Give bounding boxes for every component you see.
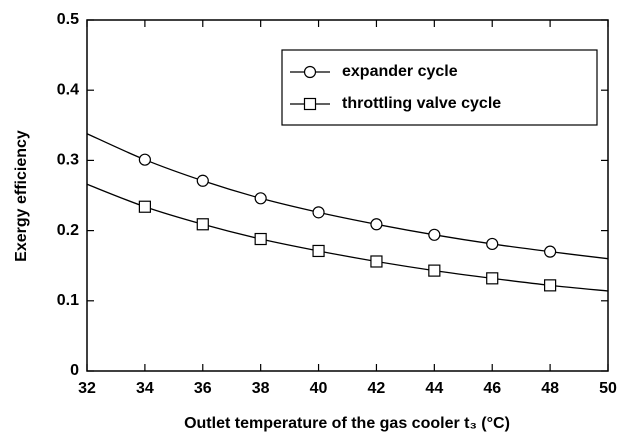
legend-box bbox=[281, 49, 598, 126]
y-tick-label: 0 bbox=[70, 362, 79, 379]
marker bbox=[544, 245, 557, 258]
marker bbox=[196, 218, 209, 231]
marker bbox=[138, 200, 151, 213]
marker bbox=[254, 192, 267, 205]
x-axis-label: Outlet temperature of the gas cooler t₃ … bbox=[184, 415, 510, 432]
marker bbox=[254, 232, 267, 246]
marker bbox=[312, 244, 325, 258]
y-tick-label: 0.4 bbox=[57, 81, 79, 98]
legend-label: expander cycle bbox=[342, 63, 458, 80]
x-tick-label: 32 bbox=[78, 380, 96, 397]
marker bbox=[428, 228, 441, 241]
series-line bbox=[86, 183, 609, 292]
legend-marker bbox=[303, 65, 317, 79]
marker bbox=[196, 174, 209, 187]
x-tick-label: 36 bbox=[194, 380, 212, 397]
series-line bbox=[86, 133, 609, 260]
legend-marker bbox=[303, 97, 317, 111]
y-tick-label: 0.3 bbox=[57, 152, 79, 169]
legend-label: throttling valve cycle bbox=[342, 95, 501, 112]
x-tick-label: 40 bbox=[310, 380, 328, 397]
y-tick-label: 0.5 bbox=[57, 11, 79, 28]
x-tick-label: 44 bbox=[425, 380, 443, 397]
x-tick-label: 46 bbox=[483, 380, 501, 397]
y-tick-label: 0.1 bbox=[57, 292, 79, 309]
x-tick-label: 38 bbox=[252, 380, 270, 397]
x-tick-label: 34 bbox=[136, 380, 154, 397]
x-tick-label: 42 bbox=[368, 380, 386, 397]
marker bbox=[486, 272, 499, 285]
plot-frame bbox=[86, 19, 609, 372]
marker bbox=[312, 206, 325, 219]
marker bbox=[370, 218, 383, 231]
marker bbox=[428, 264, 441, 277]
marker bbox=[138, 153, 151, 166]
marker bbox=[486, 237, 499, 251]
marker bbox=[544, 279, 557, 292]
y-axis-label: Exergy efficiency bbox=[13, 130, 30, 262]
x-tick-label: 50 bbox=[599, 380, 617, 397]
y-tick-label: 0.2 bbox=[57, 222, 79, 239]
marker bbox=[370, 255, 383, 268]
x-tick-label: 48 bbox=[541, 380, 559, 397]
